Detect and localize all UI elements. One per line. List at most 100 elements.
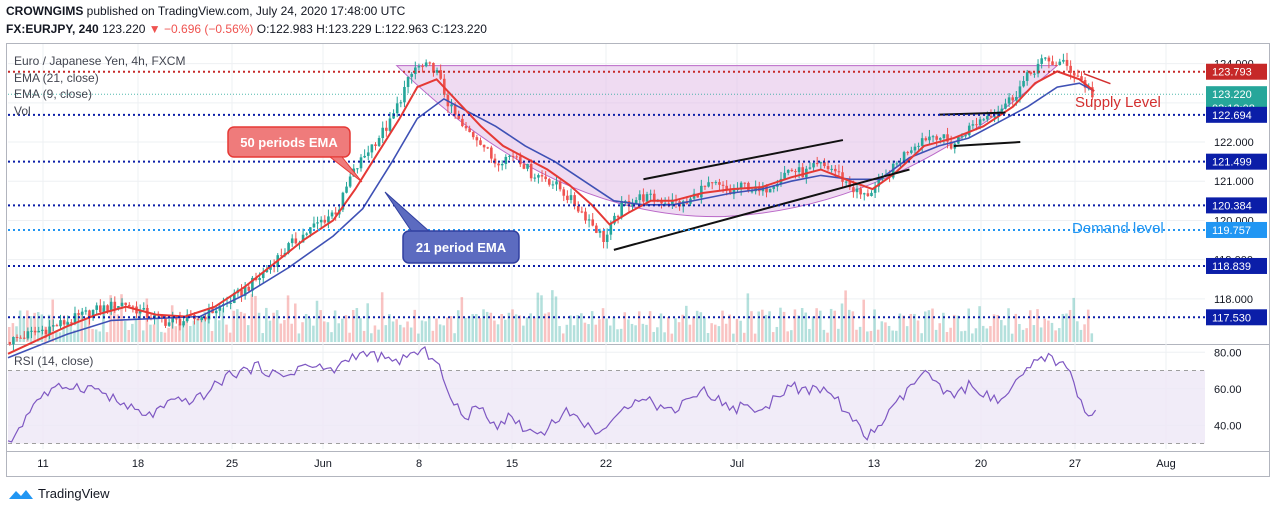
volume-bar: [301, 322, 304, 342]
candle-body: [167, 322, 171, 326]
symbol-bar: FX:EURJPY, 240 123.220 ▼ −0.696 (−0.56%)…: [6, 22, 487, 36]
volume-bar: [790, 330, 793, 342]
volume-bar: [761, 309, 764, 342]
volume-bar: [822, 329, 826, 342]
candle-body: [801, 167, 805, 178]
symbol-label[interactable]: FX:EURJPY, 240: [6, 22, 99, 36]
volume-bar: [764, 314, 768, 342]
volume-bar: [207, 315, 210, 342]
candle-body: [544, 176, 547, 180]
volume-bar: [131, 323, 134, 342]
candle-body: [26, 331, 30, 339]
volume-bar: [590, 311, 594, 342]
price-label-text: 121.499: [1212, 157, 1252, 169]
volume-bar: [319, 310, 322, 342]
volume-bar: [279, 323, 283, 342]
candle-body: [812, 163, 815, 168]
candle-body: [109, 301, 113, 312]
candle-body: [602, 230, 605, 242]
volume-bar: [945, 332, 949, 342]
trendline: [953, 141, 1021, 147]
volume-bar: [236, 309, 239, 342]
volume-bar: [630, 323, 634, 342]
volume-bar: [721, 310, 724, 342]
candle-body: [703, 185, 707, 187]
candle-body: [251, 277, 254, 291]
volume-bar: [732, 333, 735, 342]
candle-body: [363, 155, 366, 158]
candle-body: [975, 124, 978, 126]
candle-body: [895, 163, 899, 165]
volume-bar: [543, 313, 547, 342]
candle-body: [1036, 63, 1040, 74]
volume-bar: [619, 328, 623, 342]
candle-body: [84, 310, 88, 312]
candle-body: [707, 182, 710, 187]
volume-bar: [771, 332, 775, 342]
volume-bar: [51, 299, 54, 342]
candle-body: [913, 146, 917, 151]
candle-body: [1018, 86, 1022, 97]
ema9-line: [7, 70, 1095, 355]
volume-bar: [876, 329, 880, 342]
volume-bar: [431, 330, 435, 342]
volume-bar: [837, 328, 840, 342]
price-label-text: 122.694: [1212, 110, 1252, 122]
candle-body: [218, 305, 222, 311]
volume-bar: [239, 311, 243, 342]
candle-body: [323, 219, 327, 223]
tradingview-footer[interactable]: TradingView: [8, 486, 110, 501]
candle-body: [587, 219, 591, 221]
volume-bar: [112, 305, 116, 342]
ema21-callout-text: 21 period EMA: [416, 240, 507, 255]
candle-body: [428, 62, 432, 64]
volume-bar: [978, 306, 981, 342]
volume-bar: [963, 330, 967, 342]
candle-body: [12, 336, 15, 345]
candle-body: [424, 62, 428, 67]
volume-bar: [580, 313, 583, 342]
volume-bar: [98, 331, 102, 342]
volume-bar: [583, 322, 587, 342]
candle-body: [414, 67, 417, 74]
volume-bar: [11, 323, 15, 342]
volume-bar: [351, 309, 355, 342]
volume-bar: [217, 320, 221, 342]
candle-body: [395, 103, 399, 114]
volume-bar: [594, 324, 598, 342]
price-label-text: 120.384: [1212, 200, 1252, 212]
volume-bar: [811, 316, 815, 342]
candle-body: [837, 171, 841, 173]
volume-bar: [424, 321, 427, 342]
candle-body: [453, 104, 457, 115]
volume-bar: [156, 316, 159, 342]
candle-body: [117, 306, 120, 309]
candle-body: [468, 128, 471, 133]
candle-body: [591, 219, 595, 226]
candle-body: [15, 336, 19, 338]
volume-bar: [362, 330, 366, 342]
candle-body: [406, 76, 410, 87]
volume-bar: [232, 310, 236, 342]
volume-bar: [652, 331, 655, 342]
volume-bar: [942, 312, 945, 342]
candle-body: [971, 124, 975, 126]
price-label-box: [1206, 197, 1267, 214]
volume-bar: [44, 326, 47, 342]
candle-body: [319, 219, 323, 223]
ohlc-values: O:122.983 H:123.229 L:122.963 C:123.220: [256, 22, 487, 36]
volume-bar: [558, 326, 561, 342]
volume-bar: [261, 333, 264, 342]
candle-body: [917, 145, 920, 147]
candle-body: [537, 175, 540, 178]
candle-body: [978, 119, 982, 125]
candle-body: [287, 243, 290, 253]
volume-bar: [645, 324, 648, 342]
candle-body: [841, 172, 844, 182]
volume-bar: [275, 310, 279, 342]
price-label-box: [1206, 63, 1267, 80]
trendline: [613, 168, 910, 251]
volume-bar: [355, 308, 359, 342]
x-tick-label: 20: [975, 458, 987, 470]
